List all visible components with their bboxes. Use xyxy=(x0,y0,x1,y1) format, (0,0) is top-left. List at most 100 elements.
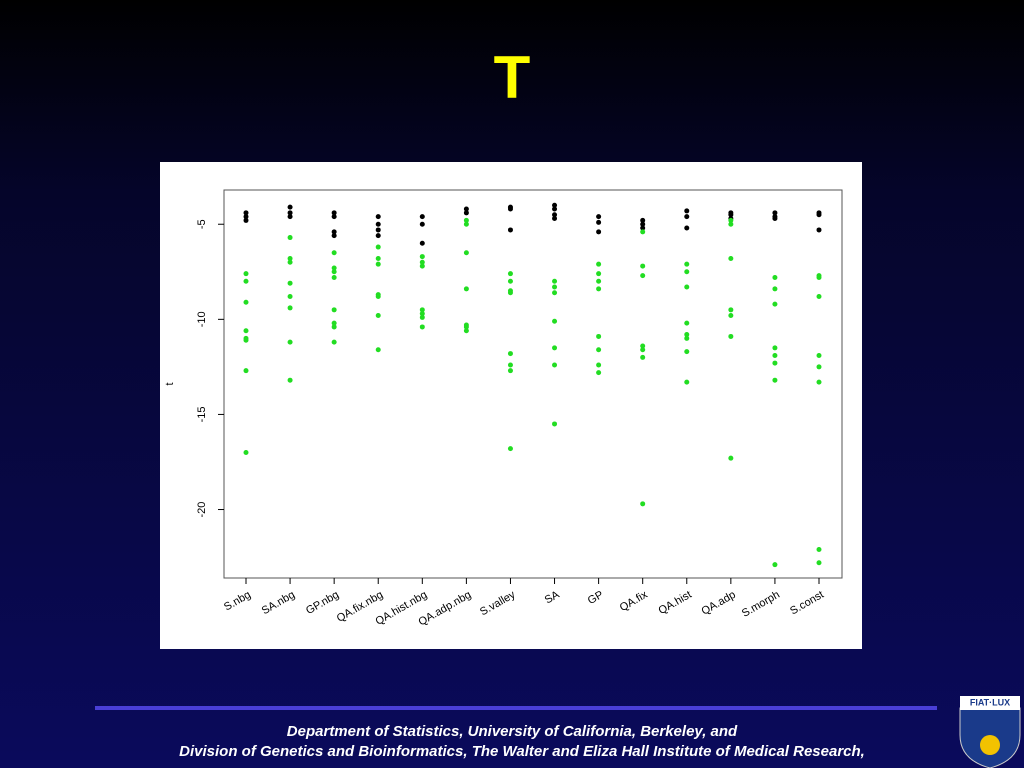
point xyxy=(507,278,513,284)
point xyxy=(640,273,646,279)
point xyxy=(287,204,293,210)
point xyxy=(684,320,690,326)
point xyxy=(552,318,558,324)
footer-line: Department of Statistics, University of … xyxy=(287,723,738,740)
point xyxy=(331,250,337,256)
point xyxy=(331,233,337,239)
point xyxy=(596,278,602,284)
logo: FIAT·LUX xyxy=(959,696,1021,768)
point xyxy=(772,286,778,292)
point xyxy=(419,263,425,269)
point xyxy=(507,368,513,374)
point xyxy=(287,294,293,300)
point xyxy=(640,347,646,353)
point xyxy=(243,368,249,374)
y-tick-label: -5 xyxy=(196,219,208,229)
point xyxy=(596,271,602,277)
point xyxy=(772,216,778,222)
point xyxy=(507,446,513,452)
point xyxy=(552,206,558,212)
point xyxy=(507,206,513,212)
point xyxy=(243,299,249,305)
point xyxy=(552,284,558,290)
point xyxy=(596,362,602,368)
point xyxy=(331,269,337,275)
point xyxy=(375,261,381,267)
point xyxy=(331,307,337,313)
point xyxy=(596,214,602,220)
point xyxy=(640,343,646,349)
point xyxy=(552,212,558,218)
point xyxy=(816,379,822,385)
point xyxy=(772,360,778,366)
point xyxy=(596,333,602,339)
point xyxy=(507,227,513,233)
point xyxy=(684,261,690,267)
point xyxy=(507,362,513,368)
point xyxy=(287,255,293,261)
point xyxy=(419,259,425,265)
point xyxy=(816,546,822,552)
point xyxy=(596,229,602,235)
point xyxy=(684,379,690,385)
point xyxy=(507,290,513,296)
logo-sun xyxy=(980,735,1000,755)
point xyxy=(728,221,734,227)
point xyxy=(243,210,249,216)
chart-background xyxy=(160,162,862,649)
point xyxy=(772,210,778,216)
point xyxy=(331,214,337,220)
point xyxy=(596,286,602,292)
point xyxy=(375,244,381,250)
point xyxy=(419,311,425,317)
point xyxy=(243,278,249,284)
point xyxy=(772,562,778,568)
point xyxy=(684,284,690,290)
logo-banner xyxy=(960,696,1020,710)
point xyxy=(640,229,646,235)
point xyxy=(287,259,293,265)
point xyxy=(243,214,249,220)
footer-line: Division of Genetics and Bioinformatics,… xyxy=(179,743,865,760)
point xyxy=(331,320,337,326)
point xyxy=(375,255,381,261)
point xyxy=(287,235,293,241)
point xyxy=(375,347,381,353)
point xyxy=(331,274,337,280)
point xyxy=(287,377,293,383)
point xyxy=(287,305,293,311)
point xyxy=(419,214,425,220)
logo-text: FIAT·LUX xyxy=(970,697,1010,707)
point xyxy=(728,255,734,261)
point xyxy=(684,208,690,214)
point xyxy=(331,324,337,330)
point xyxy=(728,307,734,313)
point xyxy=(375,294,381,300)
point xyxy=(463,217,469,223)
point xyxy=(331,210,337,216)
point xyxy=(816,560,822,566)
point xyxy=(331,229,337,235)
point xyxy=(816,364,822,370)
point xyxy=(772,352,778,358)
point xyxy=(287,214,293,220)
point xyxy=(684,332,690,338)
point xyxy=(772,345,778,351)
point xyxy=(816,274,822,280)
point xyxy=(596,261,602,267)
point xyxy=(684,269,690,275)
point xyxy=(684,335,690,341)
plot-frame xyxy=(223,189,843,579)
point xyxy=(419,314,425,320)
point xyxy=(596,370,602,376)
point xyxy=(552,362,558,368)
point xyxy=(816,227,822,233)
point xyxy=(463,250,469,256)
point xyxy=(552,345,558,351)
point xyxy=(640,217,646,223)
point xyxy=(640,263,646,269)
point xyxy=(419,240,425,246)
point xyxy=(375,313,381,319)
